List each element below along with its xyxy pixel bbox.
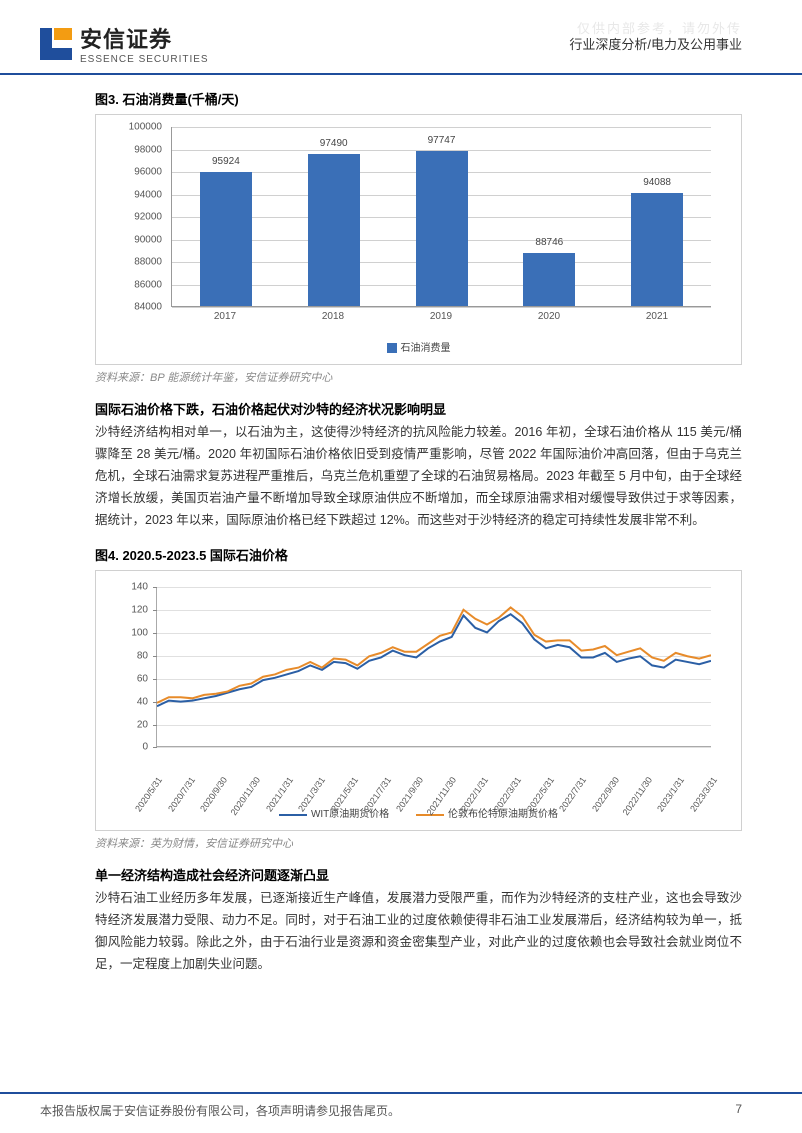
x-axis-label: 2021 xyxy=(646,311,668,322)
bar: 97747 xyxy=(416,151,468,306)
legend-stroke-1 xyxy=(279,814,307,816)
bar-value-label: 94088 xyxy=(643,177,671,188)
brand-logo: 安信证券 ESSENCE SECURITIES xyxy=(40,22,209,65)
line-series xyxy=(157,615,711,707)
logo-icon xyxy=(40,28,72,60)
section-2-title: 单一经济结构造成社会经济问题逐渐凸显 xyxy=(95,865,742,884)
figure-4-source: 资料来源：英为财情，安信证券研究中心 xyxy=(95,835,742,851)
bar: 97490 xyxy=(308,154,360,306)
legend-label: 石油消费量 xyxy=(401,343,451,354)
section-1-body: 沙特经济结构相对单一，以石油为主，这使得沙特经济的抗风险能力较差。2016 年初… xyxy=(95,422,742,531)
bar-value-label: 97747 xyxy=(428,135,456,146)
section-2-body: 沙特石油工业经历多年发展，已逐渐接近生产峰值，发展潜力受限严重，而作为沙特经济的… xyxy=(95,888,742,976)
figure-3-chart: 8400086000880009000092000940009600098000… xyxy=(95,114,742,365)
figure-3: 图3. 石油消费量(千桶/天) 840008600088000900009200… xyxy=(95,89,742,385)
x-axis-label: 2019 xyxy=(430,311,452,322)
bar-value-label: 88746 xyxy=(535,237,563,248)
footer-copyright: 本报告版权属于安信证券股份有限公司，各项声明请参见报告尾页。 xyxy=(40,1102,400,1119)
x-axis-label: 2017 xyxy=(214,311,236,322)
legend-label-1: WIT原油期货价格 xyxy=(311,809,389,820)
bar: 95924 xyxy=(200,172,252,306)
bar: 88746 xyxy=(523,253,575,306)
footer-page-number: 7 xyxy=(735,1102,742,1119)
bar-value-label: 97490 xyxy=(320,138,348,149)
main-content: 图3. 石油消费量(千桶/天) 840008600088000900009200… xyxy=(0,75,802,976)
page-footer: 本报告版权属于安信证券股份有限公司，各项声明请参见报告尾页。 7 xyxy=(0,1092,802,1133)
figure-4-chart: 0204060801001201402020/5/312020/7/312020… xyxy=(95,570,742,831)
figure-3-legend: 石油消费量 xyxy=(116,339,721,354)
figure-3-title: 图3. 石油消费量(千桶/天) xyxy=(95,89,742,108)
figure-4-title: 图4. 2020.5-2023.5 国际石油价格 xyxy=(95,545,742,564)
section-1-title: 国际石油价格下跌，石油价格起伏对沙特的经济状况影响明显 xyxy=(95,399,742,418)
doc-path: 行业深度分析/电力及公用事业 xyxy=(569,34,742,53)
page-header: 安信证券 ESSENCE SECURITIES 行业深度分析/电力及公用事业 xyxy=(0,0,802,75)
figure-4: 图4. 2020.5-2023.5 国际石油价格 020406080100120… xyxy=(95,545,742,851)
legend-swatch xyxy=(387,343,397,353)
bar: 94088 xyxy=(631,193,683,306)
brand-name-cn: 安信证券 xyxy=(80,22,209,54)
x-axis-label: 2020 xyxy=(538,311,560,322)
x-axis-label: 2018 xyxy=(322,311,344,322)
brand-name-en: ESSENCE SECURITIES xyxy=(80,54,209,65)
bar-value-label: 95924 xyxy=(212,156,240,167)
figure-3-source: 资料来源：BP 能源统计年鉴，安信证券研究中心 xyxy=(95,369,742,385)
